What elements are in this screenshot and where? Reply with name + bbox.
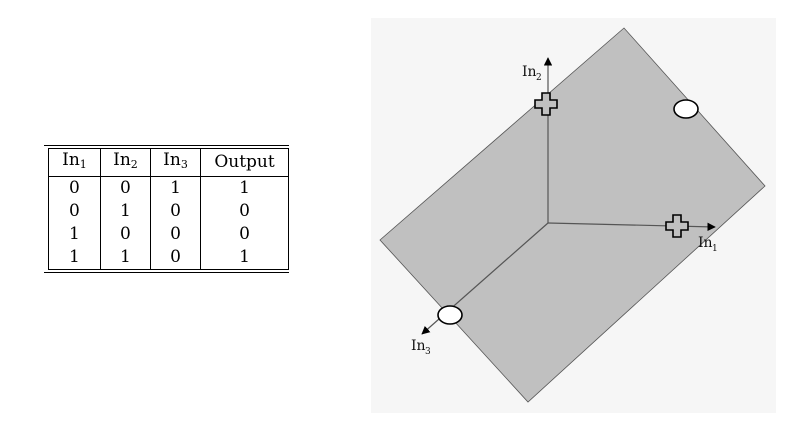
svg-text:In: In bbox=[522, 64, 537, 80]
cell-output: 0 bbox=[200, 223, 289, 246]
svg-text:1: 1 bbox=[712, 244, 718, 254]
table-row: 0 1 0 0 bbox=[48, 200, 289, 223]
truth-table: In1 In2 In3 Output 0 0 1 1 0 1 0 0 bbox=[44, 145, 289, 273]
cross-marker-in1 bbox=[665, 214, 689, 238]
axis-label-in2: In 2 bbox=[522, 64, 542, 83]
cell-in1: 1 bbox=[48, 246, 101, 270]
axis-label-in1: In 1 bbox=[698, 235, 718, 254]
ellipse-marker-in3 bbox=[437, 305, 463, 325]
table-row: 1 1 0 1 bbox=[48, 246, 289, 270]
header-in2: In2 bbox=[99, 148, 151, 177]
cell-in3: 1 bbox=[149, 176, 202, 200]
cell-output: 0 bbox=[200, 200, 289, 223]
cell-in1: 0 bbox=[48, 200, 101, 223]
ellipse-marker-in1-in2 bbox=[673, 99, 699, 119]
header-in3: In3 bbox=[149, 148, 202, 177]
cell-in3: 0 bbox=[149, 223, 202, 246]
truth-table-grid: In1 In2 In3 Output 0 0 1 1 0 1 0 0 bbox=[48, 148, 289, 270]
table-row: 1 0 0 0 bbox=[48, 223, 289, 246]
cell-output: 1 bbox=[200, 176, 289, 200]
cell-in2: 1 bbox=[99, 200, 151, 223]
cell-in2: 1 bbox=[99, 246, 151, 270]
cell-in1: 0 bbox=[48, 176, 101, 200]
svg-text:2: 2 bbox=[536, 73, 542, 83]
table-bottom-rule bbox=[44, 272, 289, 273]
cell-in2: 0 bbox=[99, 176, 151, 200]
table-header-row: In1 In2 In3 Output bbox=[48, 148, 289, 177]
decision-plane-diagram: In 2 In 1 In 3 bbox=[371, 18, 776, 413]
header-in1: In1 bbox=[48, 148, 101, 177]
cell-in2: 0 bbox=[99, 223, 151, 246]
table-top-rule bbox=[44, 145, 289, 146]
header-output: Output bbox=[200, 148, 289, 177]
svg-text:In: In bbox=[411, 338, 426, 354]
cell-in3: 0 bbox=[149, 246, 202, 270]
cell-output: 1 bbox=[200, 246, 289, 270]
svg-text:In: In bbox=[698, 235, 713, 251]
axis-label-in3: In 3 bbox=[411, 338, 431, 357]
cross-marker-in2 bbox=[534, 92, 558, 116]
table-row: 0 0 1 1 bbox=[48, 176, 289, 200]
svg-text:3: 3 bbox=[425, 347, 431, 357]
cell-in3: 0 bbox=[149, 200, 202, 223]
cell-in1: 1 bbox=[48, 223, 101, 246]
